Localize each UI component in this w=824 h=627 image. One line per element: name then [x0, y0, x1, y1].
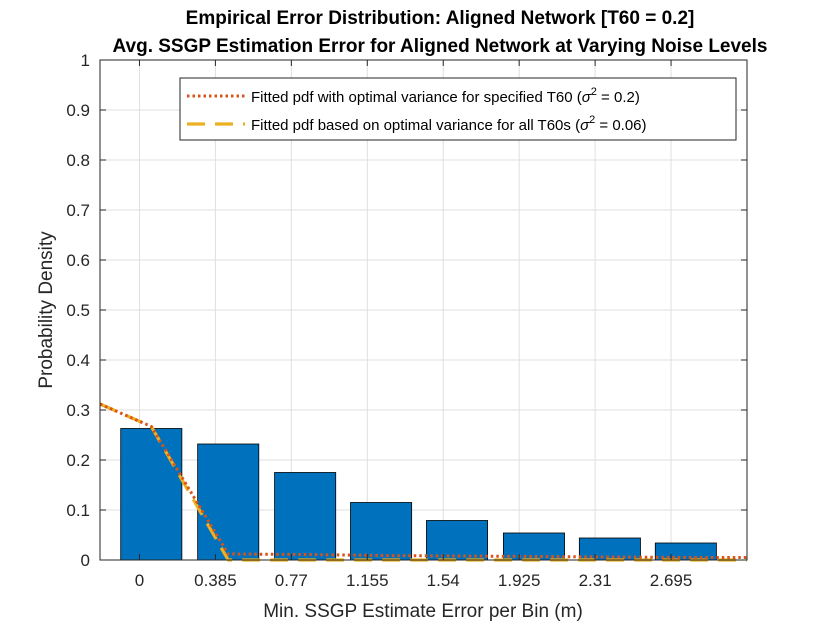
bar [350, 502, 413, 561]
legend-entry-optimal-specified-exponent: 2 [591, 86, 597, 98]
y-tick-label: 0.4 [66, 351, 90, 370]
y-tick-label: 0.1 [66, 501, 90, 520]
legend-box [179, 77, 737, 141]
bar [578, 537, 641, 561]
legend-entry-optimal-specified: Fitted pdf with optimal variance for spe… [251, 86, 640, 106]
y-tick-label: 0.6 [66, 251, 90, 270]
bar [120, 428, 183, 561]
legend-entry-optimal-all-symbol: σ [580, 117, 590, 134]
x-tick-label: 0 [135, 571, 144, 590]
y-tick-label: 1 [81, 51, 90, 70]
y-axis-ticks: 0 0.1 0.2 0.3 0.4 0.5 0.6 0.7 0.8 0.9 1 [66, 51, 747, 570]
legend-entry-optimal-specified-suffix: = 0.2) [597, 89, 640, 106]
x-axis-label: Min. SSGP Estimate Error per Bin (m) [263, 601, 583, 622]
y-tick-label: 0.8 [66, 151, 90, 170]
legend-entry-optimal-all-prefix: Fitted pdf based on optimal variance for… [251, 117, 580, 134]
x-tick-label: 2.31 [579, 571, 612, 590]
bar [502, 532, 565, 561]
legend: Fitted pdf with optimal variance for spe… [179, 77, 737, 141]
bar [274, 472, 337, 561]
x-tick-label: 2.695 [650, 571, 693, 590]
legend-entry-optimal-specified-prefix: Fitted pdf with optimal variance for spe… [251, 89, 582, 106]
legend-entry-optimal-specified-symbol: σ [582, 89, 592, 106]
bar [426, 520, 489, 561]
x-tick-label: 1.155 [346, 571, 389, 590]
x-tick-label: 1.54 [427, 571, 460, 590]
bar [197, 443, 260, 561]
x-tick-label: 0.385 [194, 571, 237, 590]
y-tick-label: 0.7 [66, 201, 90, 220]
x-tick-label: 0.77 [275, 571, 308, 590]
legend-entry-optimal-all: Fitted pdf based on optimal variance for… [251, 114, 647, 134]
chart-title-line-1: Empirical Error Distribution: Aligned Ne… [186, 8, 695, 29]
y-tick-label: 0 [81, 551, 90, 570]
y-axis-label: Probability Density [36, 231, 57, 389]
legend-entry-optimal-all-suffix: = 0.06) [595, 117, 646, 134]
chart-title-line-2: Avg. SSGP Estimation Error for Aligned N… [113, 36, 768, 57]
x-tick-label: 1.925 [498, 571, 541, 590]
y-tick-label: 0.9 [66, 101, 90, 120]
bars [120, 428, 717, 561]
y-tick-label: 0.2 [66, 451, 90, 470]
y-tick-label: 0.3 [66, 401, 90, 420]
x-axis-ticks: 0 0.385 0.77 1.155 1.54 1.925 2.31 2.695 [135, 60, 693, 590]
y-tick-label: 0.5 [66, 301, 90, 320]
legend-entry-optimal-all-exponent: 2 [589, 114, 595, 126]
